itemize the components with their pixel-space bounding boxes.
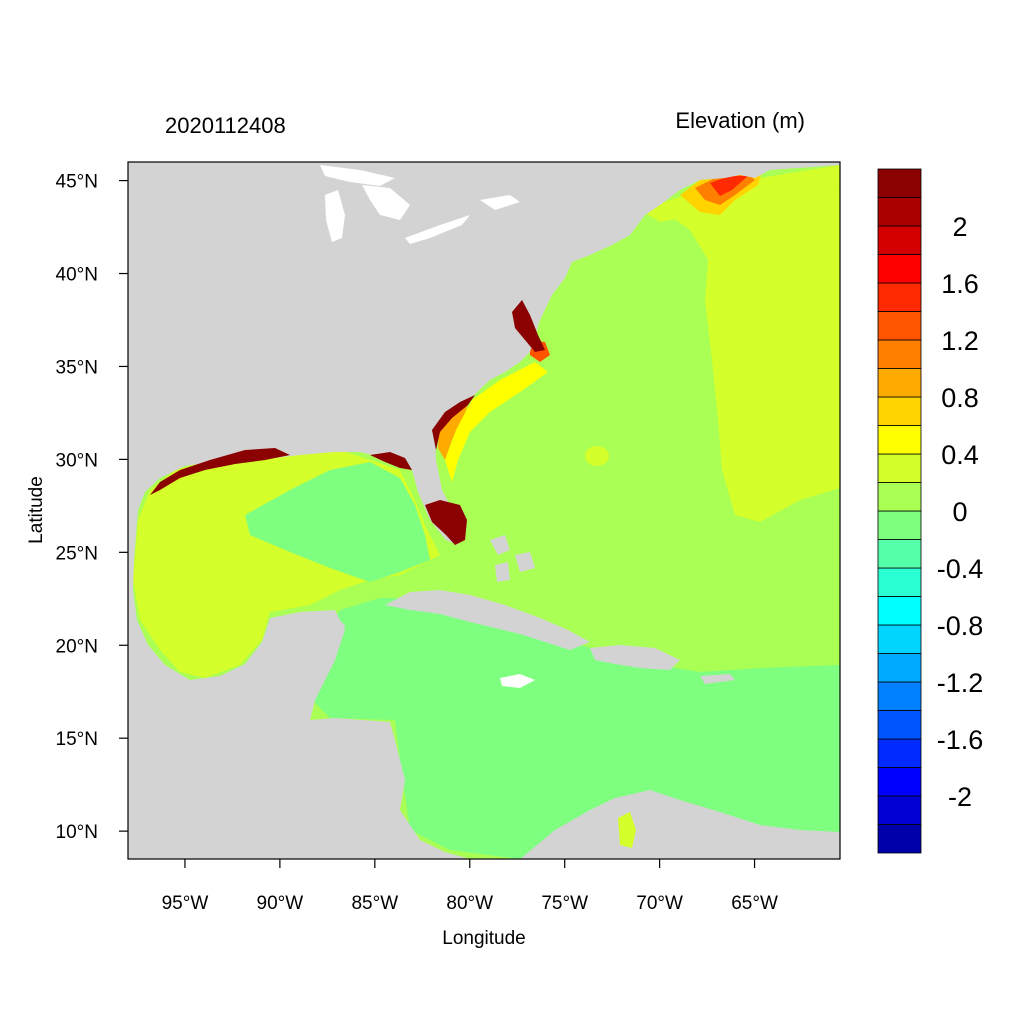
y-tick-label: 10°N — [56, 822, 98, 843]
lake-erie — [405, 215, 470, 244]
y-tick-label: 25°N — [56, 543, 98, 564]
y-tick-label: 20°N — [56, 636, 98, 657]
land-hispaniola — [590, 645, 680, 670]
y-tick-label: 45°N — [56, 172, 98, 193]
y-axis-label: Latitude — [26, 476, 47, 544]
gulf-coast-flooding — [150, 448, 290, 495]
colorbar-tick-label: 1.2 — [941, 326, 979, 356]
colorbar-tick-label: -2 — [948, 782, 972, 812]
x-tick-label: 90°W — [257, 893, 304, 914]
ga-sc-coast-flooding — [432, 395, 475, 450]
colorbar-swatch — [877, 795, 922, 825]
colorbar-swatch — [877, 168, 922, 198]
colorbar-swatch — [877, 425, 922, 455]
variable-label: Elevation (m) — [675, 108, 805, 133]
land-puerto-rico — [700, 674, 735, 684]
colorbar-tick-label: -0.8 — [937, 611, 984, 641]
colorbar-labels: 2 1.6 1.2 0.8 0.4 0 -0.4 -0.8 -1.2 -1.6 -2 — [937, 212, 984, 812]
land-south-america — [520, 790, 840, 859]
colorbar-swatch — [877, 453, 922, 483]
colorbar-swatch — [877, 567, 922, 597]
caribbean-sea — [312, 598, 840, 859]
x-tick-label: 80°W — [446, 893, 493, 914]
land-bahamas — [490, 535, 535, 582]
bigbend-flooding — [370, 452, 412, 470]
ocean-level-0.2-0.4 — [655, 190, 840, 522]
y-tick-label: 30°N — [56, 450, 98, 471]
colorbar-tick-label: -1.6 — [937, 725, 984, 755]
colorbar-swatch — [877, 624, 922, 654]
y-tick-label: 35°N — [56, 357, 98, 378]
date-label: 2020112408 — [165, 113, 286, 138]
x-tick-label: 70°W — [636, 893, 683, 914]
colorbar-tick-label: 0 — [952, 497, 967, 527]
colorbar-tick-label: 1.6 — [941, 269, 979, 299]
lake-michigan — [325, 190, 345, 242]
land-yucatan — [262, 612, 345, 720]
colorbar-swatch — [877, 738, 922, 768]
colorbar-swatch — [877, 510, 922, 540]
plot-frame — [127, 161, 841, 860]
map-area — [128, 162, 840, 859]
colorbar-swatch — [877, 225, 922, 255]
colorbar-swatch — [877, 596, 922, 626]
colorbar-swatch — [877, 197, 922, 227]
x-tick-label: 95°W — [162, 893, 209, 914]
x-tick-label: 75°W — [541, 893, 588, 914]
x-axis-label: Longitude — [442, 928, 525, 949]
colorbar-tick-label: -1.2 — [937, 668, 984, 698]
lake-huron — [362, 185, 410, 220]
colorbar-swatch — [877, 710, 922, 740]
colorbar-swatch — [877, 254, 922, 284]
y-tick-label: 40°N — [56, 265, 98, 286]
lake-ontario — [480, 195, 520, 210]
colorbar-swatch — [877, 339, 922, 369]
ocean-eddy — [585, 446, 609, 466]
colorbar-swatch — [877, 539, 922, 569]
colorbar-swatch — [877, 653, 922, 683]
coastal-surge-band — [445, 362, 548, 482]
lake-superior — [320, 165, 395, 186]
colorbar-swatch — [877, 311, 922, 341]
y-tick-label: 15°N — [56, 729, 98, 750]
colorbar-tick-label: 0.8 — [941, 383, 979, 413]
x-tick-label: 85°W — [351, 893, 398, 914]
x-tick-label: 65°W — [731, 893, 778, 914]
colorbar-swatch — [877, 368, 922, 398]
gulf-interior — [245, 462, 430, 582]
land-jamaica — [500, 674, 535, 688]
colorbar — [877, 168, 922, 854]
nc-coast-flooding — [512, 300, 545, 352]
land-cuba — [385, 590, 590, 650]
colorbar-tick-label: 0.4 — [941, 440, 979, 470]
x-axis-ticks: 95°W 90°W 85°W 80°W 75°W 70°W 65°W — [162, 859, 778, 914]
y-axis-ticks: 45°N 40°N 35°N 30°N 25°N 20°N 15°N 10°N — [56, 172, 128, 843]
colorbar-swatch — [877, 824, 922, 854]
colorbar-tick-label: -0.4 — [937, 554, 984, 584]
maracaibo-lake — [618, 812, 636, 848]
colorbar-swatch — [877, 767, 922, 797]
colorbar-swatch — [877, 396, 922, 426]
colorbar-swatch — [877, 681, 922, 711]
colorbar-swatch — [877, 282, 922, 312]
florida-flooding — [425, 500, 467, 545]
colorbar-swatch — [877, 482, 922, 512]
fundy-surge-inner — [710, 176, 748, 196]
colorbar-tick-label: 2 — [952, 212, 967, 242]
